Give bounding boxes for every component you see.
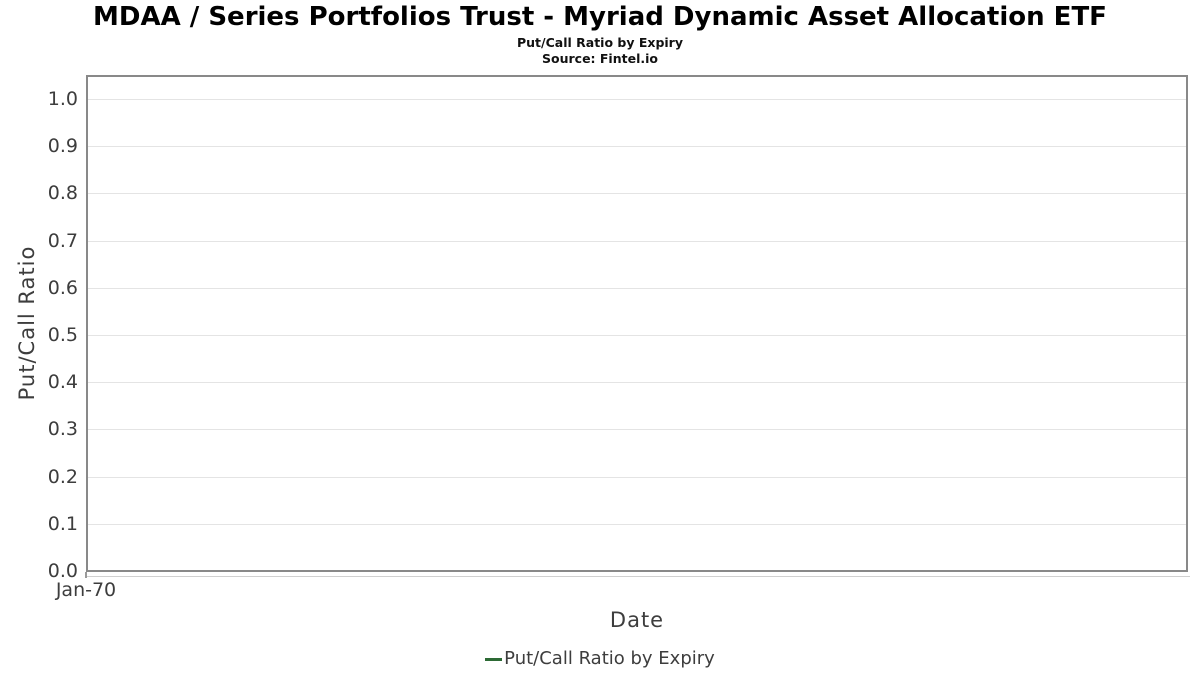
gridline [88, 287, 1186, 289]
y-tick-label: 0.4 [47, 371, 78, 394]
x-axis-tick-label: Jan-70 [55, 579, 117, 601]
y-tick-label: 0.2 [47, 465, 78, 488]
y-tick-label: 0.5 [47, 324, 78, 346]
x-axis-line [86, 576, 1190, 577]
gridline [88, 429, 1186, 431]
gridline [88, 146, 1186, 148]
gridline [88, 240, 1186, 242]
legend-line-marker [485, 657, 503, 661]
plot-area [86, 75, 1188, 572]
y-tick-label: 0.9 [47, 135, 78, 158]
y-tick-label: 0.3 [47, 418, 78, 441]
gridline [88, 382, 1186, 384]
legend-label: Put/Call Ratio by Expiry [504, 648, 715, 669]
y-tick-label: 0.8 [47, 182, 78, 205]
chart-subtitle: Put/Call Ratio by Expiry [517, 35, 683, 50]
y-tick-label: 1.0 [47, 88, 78, 110]
y-tick-label: 0.6 [47, 276, 78, 299]
y-tick-label: 0.1 [47, 512, 78, 535]
gridline [88, 99, 1186, 100]
x-axis-tick-mark [85, 572, 87, 578]
gridlines [88, 77, 1186, 570]
y-tick-label: 0.0 [47, 560, 78, 582]
chart-title: MDAA / Series Portfolios Trust - Myriad … [93, 2, 1107, 32]
legend-item[interactable]: Put/Call Ratio by Expiry [0, 648, 1200, 670]
x-axis-title: Date [609, 608, 665, 632]
y-tick-label: 0.7 [47, 229, 78, 252]
gridline [88, 476, 1186, 478]
chart-source-credit: Source: Fintel.io [542, 51, 658, 66]
gridline [88, 193, 1186, 195]
gridline [88, 335, 1186, 336]
gridline [88, 523, 1186, 525]
